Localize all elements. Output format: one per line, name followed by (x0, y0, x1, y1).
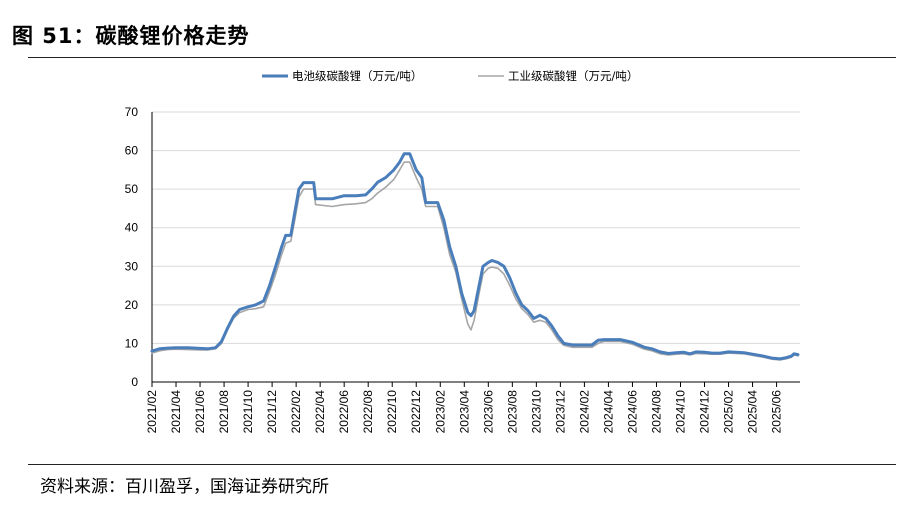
x-tick-label: 2023/12 (553, 390, 567, 434)
x-tick-label: 2021/10 (241, 390, 255, 434)
x-tick-label: 2023/02 (433, 390, 447, 434)
legend-label-battery-grade: 电池级碳酸锂（万元/吨） (292, 69, 422, 83)
x-tick-label: 2022/10 (385, 390, 399, 434)
x-tick-label: 2022/08 (361, 390, 375, 434)
y-tick-label: 70 (125, 105, 139, 119)
x-tick-label: 2022/02 (289, 390, 303, 434)
figure-title: 图 51：碳酸锂价格走势 (12, 24, 250, 48)
y-tick-label: 60 (125, 144, 139, 158)
x-tick-label: 2023/06 (481, 390, 495, 434)
x-tick-label: 2021/06 (193, 390, 207, 434)
x-tick-label: 2023/04 (457, 390, 471, 434)
x-tick-label: 2024/10 (673, 390, 687, 434)
x-tick-label: 2022/04 (313, 390, 327, 434)
x-tick-label: 2024/06 (625, 390, 639, 434)
x-tick-label: 2022/12 (409, 390, 423, 434)
x-tick-label: 2024/04 (601, 390, 615, 434)
y-tick-label: 10 (125, 336, 139, 350)
x-tick-label: 2021/08 (217, 390, 231, 434)
battery-grade-series-line (150, 152, 800, 361)
price-line-chart: 0 10 20 30 40 50 60 70 2021/02 2021/04 2021/06 2021… (125, 69, 800, 434)
industrial-grade-series-line (151, 161, 799, 361)
x-tick-label: 2024/08 (649, 390, 663, 434)
x-tick-label: 2021/02 (145, 390, 159, 434)
source-note: 资料来源：百川盈孚，国海证券研究所 (40, 477, 329, 497)
x-tick-label: 2022/06 (337, 390, 351, 434)
x-tick-label: 2025/02 (722, 390, 736, 434)
x-tick-label: 2025/04 (746, 390, 760, 434)
x-tick-label: 2025/06 (770, 390, 784, 434)
x-tick-label: 2021/04 (169, 390, 183, 434)
y-tick-label: 30 (125, 259, 139, 273)
y-tick-label: 0 (131, 375, 138, 389)
y-tick-label: 40 (125, 221, 139, 235)
x-tick-label: 2024/12 (698, 390, 712, 434)
source-rule (28, 464, 896, 465)
legend-label-industrial-grade: 工业级碳酸锂（万元/吨） (508, 69, 638, 83)
x-tick-label: 2024/02 (577, 390, 591, 434)
title-rule (28, 57, 896, 58)
x-tick-label: 2021/12 (265, 390, 279, 434)
x-tick-label: 2023/10 (529, 390, 543, 434)
y-tick-label: 50 (125, 182, 139, 196)
y-tick-label: 20 (125, 298, 139, 312)
x-tick-label: 2023/08 (505, 390, 519, 434)
